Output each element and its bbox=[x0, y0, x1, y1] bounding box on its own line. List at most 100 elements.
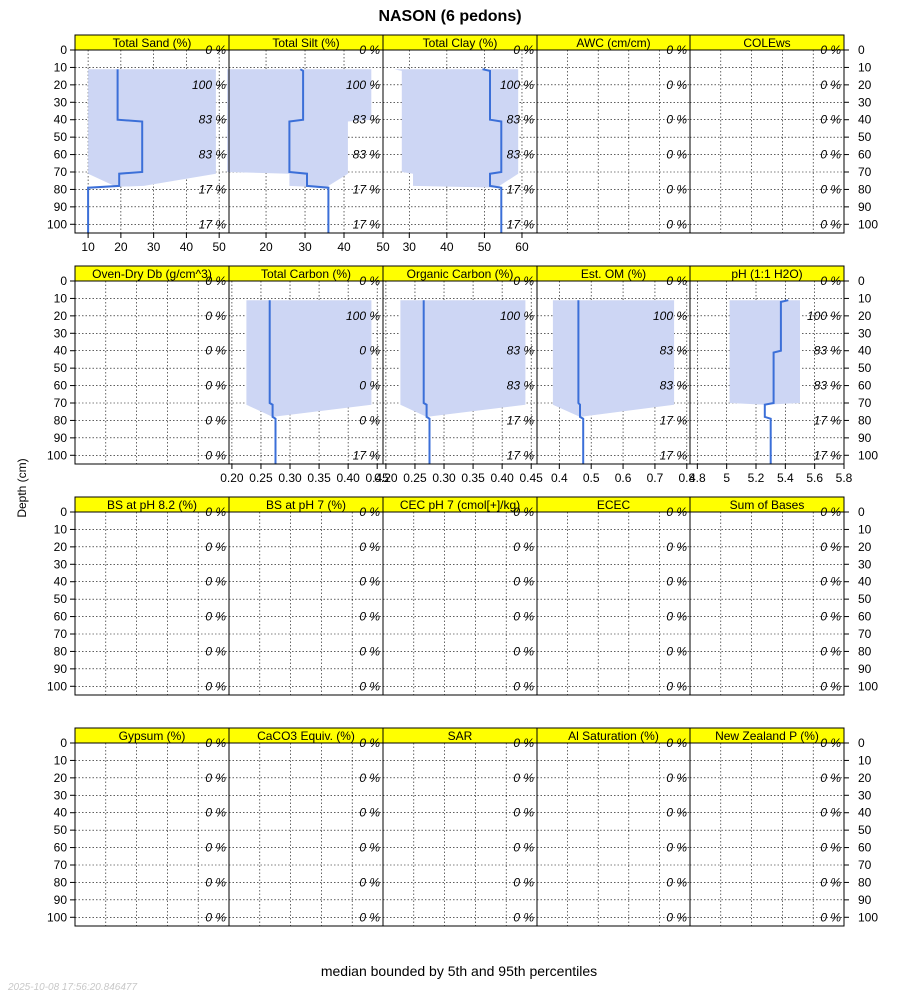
y-tick-label-left: 0 bbox=[60, 736, 67, 750]
pct-label: 17 % bbox=[660, 448, 688, 462]
panel-cec-ph-7-cmol-kg: CEC pH 7 (cmol[+]/kg)0 %0 %0 %0 %0 %0 % bbox=[382, 496, 538, 696]
panel-sar: SAR 0 %0 %0 %0 %0 %0 % bbox=[382, 727, 538, 927]
pct-label: 0 % bbox=[359, 910, 380, 924]
pct-label: 0 % bbox=[359, 610, 380, 624]
y-tick-label-right: 90 bbox=[858, 200, 872, 214]
y-tick-label-right: 50 bbox=[858, 361, 872, 375]
pct-label: 17 % bbox=[199, 217, 227, 231]
y-tick-label-right: 70 bbox=[858, 858, 872, 872]
median-line bbox=[482, 68, 503, 233]
pct-label: 0 % bbox=[205, 910, 226, 924]
pct-label: 0 % bbox=[205, 540, 226, 554]
y-tick-label-left: 10 bbox=[54, 522, 68, 536]
y-tick-label-left: 0 bbox=[60, 43, 67, 57]
pct-label: 83 % bbox=[660, 344, 688, 358]
pct-label: 83 % bbox=[507, 148, 535, 162]
pct-label: 0 % bbox=[820, 575, 841, 589]
pct-label: 17 % bbox=[353, 217, 381, 231]
pct-label: 0 % bbox=[666, 841, 687, 855]
percentile-band bbox=[394, 69, 519, 233]
panel-strip-label: Total Clay (%) bbox=[423, 36, 498, 50]
y-tick-label-left: 50 bbox=[54, 130, 68, 144]
panel-strip-label: BS at pH 7 (%) bbox=[266, 498, 346, 512]
panel-ph-1-1-h2o: pH (1:1 H2O) 0 %100 %83 %83 %17 %17 %4.8 5… bbox=[689, 265, 853, 485]
y-tick-label-left: 10 bbox=[54, 60, 68, 74]
pct-label: 0 % bbox=[666, 910, 687, 924]
x-tick-label: 0.40 bbox=[490, 471, 514, 485]
panel-awc-cm-cm: AWC (cm/cm) 0 %0 %0 %0 %0 %0 % bbox=[536, 34, 691, 234]
pct-label: 0 % bbox=[205, 575, 226, 589]
y-tick-label-right: 60 bbox=[858, 148, 872, 162]
y-tick-label-right: 100 bbox=[858, 910, 878, 924]
pct-label: 0 % bbox=[205, 875, 226, 889]
panel-total-sand: Total Sand (%) 0 %100 %83 %83 %17 %17 %10… bbox=[74, 34, 230, 254]
pct-label: 83 % bbox=[507, 379, 535, 393]
pct-label: 0 % bbox=[205, 344, 226, 358]
x-tick-label: 0.6 bbox=[615, 471, 632, 485]
y-tick-label-left: 100 bbox=[47, 679, 67, 693]
y-tick-label-right: 60 bbox=[858, 841, 872, 855]
x-tick-label: 0.30 bbox=[278, 471, 302, 485]
y-tick-label-left: 60 bbox=[54, 379, 68, 393]
y-tick-label-right: 80 bbox=[858, 413, 872, 427]
panel-border bbox=[689, 49, 845, 234]
y-tick-label-left: 80 bbox=[54, 413, 68, 427]
y-axis-label: Depth (cm) bbox=[15, 458, 29, 517]
figure-caption: median bounded by 5th and 95th percentil… bbox=[321, 963, 597, 979]
y-tick-label-right: 10 bbox=[858, 753, 872, 767]
pct-label: 17 % bbox=[507, 217, 535, 231]
x-tick-label: 0.20 bbox=[220, 471, 244, 485]
pct-label: 17 % bbox=[814, 413, 842, 427]
pct-label: 0 % bbox=[820, 771, 841, 785]
median-line bbox=[763, 299, 789, 464]
pct-label: 83 % bbox=[353, 113, 381, 127]
pct-label: 0 % bbox=[820, 910, 841, 924]
pct-label: 0 % bbox=[513, 540, 534, 554]
pct-label: 0 % bbox=[820, 841, 841, 855]
median-line bbox=[577, 300, 585, 464]
pct-label: 0 % bbox=[359, 413, 380, 427]
pct-label: 0 % bbox=[666, 113, 687, 127]
pct-label: 0 % bbox=[513, 575, 534, 589]
panel-strip-label: ECEC bbox=[597, 498, 631, 512]
y-tick-label-right: 10 bbox=[858, 522, 872, 536]
y-tick-label-right: 60 bbox=[858, 610, 872, 624]
panel-total-silt: Total Silt (%) 0 %100 %83 %83 %17 %17 %20… bbox=[227, 34, 390, 254]
x-tick-label: 5.2 bbox=[748, 471, 765, 485]
y-tick-label-right: 70 bbox=[858, 396, 872, 410]
y-tick-label-right: 20 bbox=[858, 540, 872, 554]
pct-label: 83 % bbox=[507, 344, 535, 358]
pct-label: 0 % bbox=[513, 875, 534, 889]
pct-label: 0 % bbox=[513, 910, 534, 924]
pct-label: 0 % bbox=[820, 806, 841, 820]
pct-label: 0 % bbox=[820, 148, 841, 162]
pct-label: 0 % bbox=[205, 806, 226, 820]
x-tick-label: 0.35 bbox=[461, 471, 485, 485]
x-tick-label: 40 bbox=[337, 240, 351, 254]
y-tick-label-right: 40 bbox=[858, 344, 872, 358]
y-tick-label-right: 40 bbox=[858, 113, 872, 127]
y-tick-label-left: 50 bbox=[54, 823, 68, 837]
pct-label: 0 % bbox=[666, 148, 687, 162]
x-tick-label: 5 bbox=[723, 471, 730, 485]
pct-label: 100 % bbox=[653, 309, 687, 323]
y-tick-label-right: 70 bbox=[858, 165, 872, 179]
panel-colews: COLEws 0 %0 %0 %0 %0 %0 % bbox=[689, 34, 845, 234]
x-tick-label: 40 bbox=[440, 240, 454, 254]
y-tick-label-left: 70 bbox=[54, 627, 68, 641]
panel-total-carbon: Total Carbon (%) 0 %100 %0 %0 %0 %17 %0.2… bbox=[220, 265, 389, 485]
y-tick-label-right: 30 bbox=[858, 788, 872, 802]
pct-label: 0 % bbox=[666, 771, 687, 785]
pct-label: 0 % bbox=[666, 610, 687, 624]
y-axis-row-0: 0 0 10 10 20 20 30 30 40 40 50 50 60 60 70 70 80 80 90 90 10… bbox=[47, 43, 878, 231]
pct-label: 17 % bbox=[660, 413, 688, 427]
pct-label: 0 % bbox=[820, 875, 841, 889]
y-tick-label-right: 80 bbox=[858, 182, 872, 196]
panel-strip-label: COLEws bbox=[743, 36, 790, 50]
pct-label: 0 % bbox=[666, 78, 687, 92]
pct-label: 0 % bbox=[666, 806, 687, 820]
x-tick-label: 0.35 bbox=[307, 471, 331, 485]
y-tick-label-left: 60 bbox=[54, 610, 68, 624]
panel-oven-dry-db-g-cm-3: Oven-Dry Db (g/cm^3)0 %0 %0 %0 %0 %0 % bbox=[74, 265, 230, 465]
